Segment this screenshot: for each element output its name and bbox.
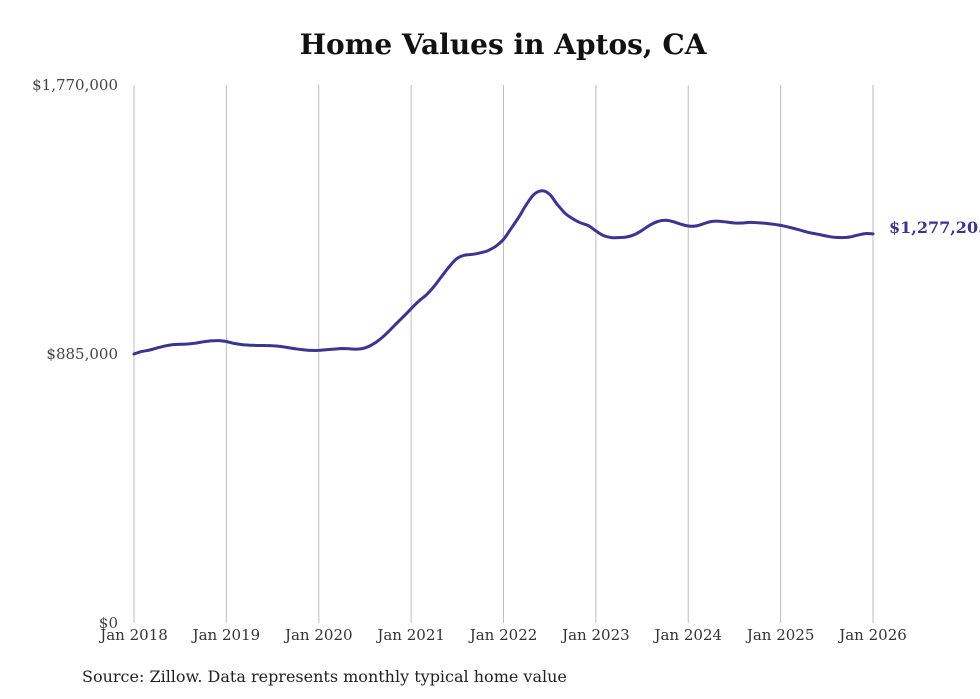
x-tick-label: Jan 2020 xyxy=(283,626,353,644)
chart-title: Home Values in Aptos, CA xyxy=(299,28,707,61)
x-tick-label: Jan 2025 xyxy=(745,626,815,644)
source-note: Source: Zillow. Data represents monthly … xyxy=(82,667,567,686)
y-tick-label: $0 xyxy=(99,614,118,632)
home-value-line xyxy=(132,189,875,356)
x-tick-label: Jan 2024 xyxy=(652,626,722,644)
x-tick-label: Jan 2021 xyxy=(375,626,445,644)
x-tick-label: Jan 2022 xyxy=(468,626,538,644)
x-tick-label: Jan 2019 xyxy=(191,626,261,644)
x-axis-ticks: Jan 2018 Jan 2019 Jan 2020 Jan 2021 Jan 2022… xyxy=(98,626,907,644)
y-axis-ticks: $0 $885,000 $1,770,000 xyxy=(32,76,118,632)
gridlines xyxy=(133,85,874,623)
x-tick-label: Jan 2026 xyxy=(837,626,907,644)
x-tick-label: Jan 2023 xyxy=(560,626,630,644)
line-chart: $0$885,000$1,770,000 Jan 2018 Jan 2019 Jan… xyxy=(32,76,980,644)
y-tick-label: $885,000 xyxy=(46,345,118,363)
y-tick-label: $1,770,000 xyxy=(32,76,118,94)
x-tick-label: Jan 2018 xyxy=(98,626,168,644)
end-value-label: $1,277,205 xyxy=(889,218,980,237)
